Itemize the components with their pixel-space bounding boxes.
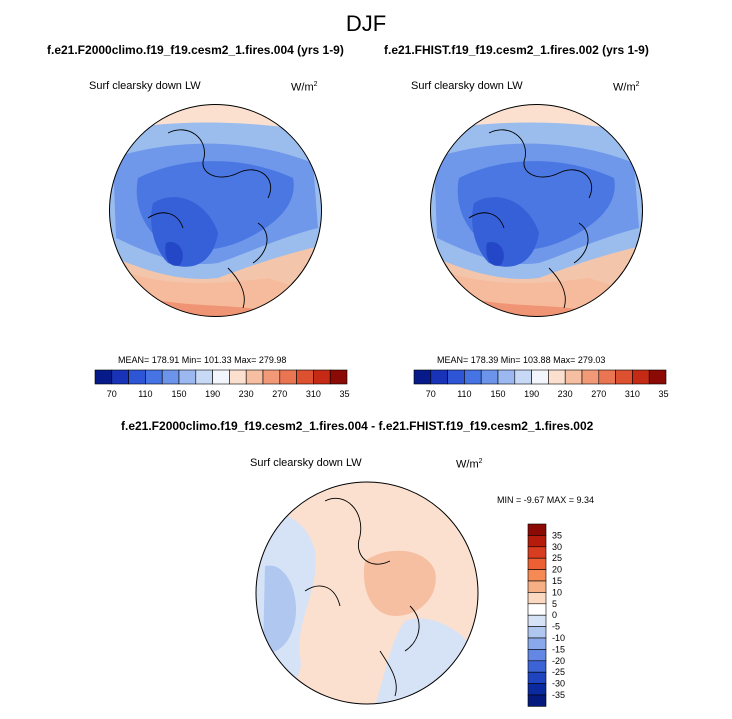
right-colorbar-swatch — [430, 369, 448, 385]
left-colorbar-swatch — [262, 369, 281, 385]
right-colorbar-swatch — [480, 369, 499, 385]
right-colorbar-swatch — [497, 369, 516, 385]
diff-colorbar-tick-label: 20 — [552, 565, 562, 575]
right-colorbar-tick-label: 350 — [658, 389, 669, 399]
left-colorbar-tick-label: 70 — [107, 389, 117, 399]
left-colorbar-swatch — [94, 369, 113, 385]
diff-colorbar-tick-label: 25 — [552, 553, 562, 563]
diff-colorbar-tick-label: 15 — [552, 576, 562, 586]
right-stats: MEAN= 178.39 Min= 103.88 Max= 279.03 — [437, 355, 606, 365]
diff-colorbar-swatch — [527, 569, 547, 582]
left-colorbar: 70 110 150 190 230 270 310 350 — [94, 369, 350, 399]
right-colorbar-tick-label: 190 — [524, 389, 539, 399]
left-units-label: W/m2 — [291, 81, 318, 94]
diff-colorbar-tick-label: -20 — [552, 656, 565, 666]
diff-colorbar-swatch — [527, 626, 547, 639]
right-map-field — [430, 104, 643, 317]
left-polar-map — [109, 104, 322, 317]
diff-polar-map — [255, 481, 479, 705]
right-colorbar-tick-label: 150 — [490, 389, 505, 399]
right-colorbar-swatch — [447, 369, 465, 385]
left-colorbar-swatch — [279, 369, 297, 385]
diff-colorbar-tick-label: -15 — [552, 644, 565, 654]
left-colorbar-swatch — [212, 369, 230, 385]
left-colorbar-swatch — [178, 369, 197, 385]
left-colorbar-tick-label: 270 — [272, 389, 287, 399]
diff-colorbar-tick-label: -35 — [552, 690, 565, 700]
right-units-label: W/m2 — [613, 81, 640, 94]
diff-map-field — [256, 482, 478, 704]
right-colorbar-tick-label: 70 — [426, 389, 436, 399]
left-stats: MEAN= 178.91 Min= 101.33 Max= 279.98 — [118, 355, 287, 365]
right-colorbar: 70 110 150 190 230 270 310 350 — [413, 369, 669, 399]
diff-colorbar-swatch — [527, 580, 547, 593]
left-colorbar-tick-label: 190 — [205, 389, 220, 399]
diff-colorbar-swatch — [527, 546, 547, 559]
right-variable-label: Surf clearsky down LW — [411, 80, 523, 92]
diff-colorbar-swatch — [527, 557, 547, 570]
diff-colorbar-tick-label: 0 — [552, 610, 557, 620]
right-colorbar-tick-label: 310 — [625, 389, 640, 399]
right-colorbar-swatch — [615, 369, 633, 385]
right-colorbar-tick-label: 230 — [558, 389, 573, 399]
left-colorbar-tick-label: 230 — [239, 389, 254, 399]
diff-colorbar-tick-label: 35 — [552, 530, 562, 540]
left-case-title: f.e21.F2000climo.f19_f19.cesm2_1.fires.0… — [47, 43, 344, 57]
diff-colorbar-swatch — [527, 592, 547, 605]
diff-colorbar-swatch — [527, 683, 547, 696]
diff-colorbar-swatch — [527, 671, 547, 684]
diff-variable-label: Surf clearsky down LW — [250, 457, 362, 469]
right-colorbar-tick-label: 110 — [457, 389, 471, 399]
diff-colorbar-tick-label: -10 — [552, 633, 565, 643]
right-colorbar-swatch — [598, 369, 616, 385]
left-colorbar-swatch — [229, 369, 247, 385]
right-colorbar-tick-label: 270 — [591, 389, 606, 399]
diff-colorbar-swatch — [527, 649, 547, 662]
right-colorbar-swatch — [464, 369, 482, 385]
diff-colorbar-swatch — [527, 523, 547, 536]
right-colorbar-swatch — [564, 369, 583, 385]
diff-colorbar-swatch — [527, 614, 547, 627]
left-colorbar-swatch — [329, 369, 348, 385]
right-colorbar-swatch — [548, 369, 566, 385]
right-case-title: f.e21.FHIST.f19_f19.cesm2_1.fires.002 (y… — [384, 43, 649, 57]
diff-colorbar-swatch — [527, 603, 547, 616]
right-colorbar-swatch — [413, 369, 432, 385]
left-colorbar-swatch — [313, 369, 331, 385]
left-colorbar-tick-label: 350 — [339, 389, 350, 399]
figure-title: DJF — [345, 11, 387, 36]
left-colorbar-tick-label: 150 — [171, 389, 186, 399]
diff-title: f.e21.F2000climo.f19_f19.cesm2_1.fires.0… — [121, 419, 594, 433]
left-variable-label: Surf clearsky down LW — [89, 80, 201, 92]
diff-colorbar-tick-label: 5 — [552, 599, 557, 609]
diff-colorbar-swatch — [527, 660, 547, 673]
diff-stats: MIN = -9.67 MAX = 9.34 — [497, 495, 595, 505]
diff-colorbar-swatch — [527, 535, 547, 548]
left-colorbar-swatch — [161, 369, 180, 385]
right-colorbar-swatch — [531, 369, 549, 385]
diff-colorbar-tick-label: -25 — [552, 667, 565, 677]
right-colorbar-swatch — [632, 369, 650, 385]
left-colorbar-swatch — [296, 369, 314, 385]
diff-colorbar-tick-label: -5 — [552, 622, 560, 632]
diff-colorbar-swatch — [527, 637, 547, 650]
right-colorbar-swatch — [514, 369, 532, 385]
diff-units-label: W/m2 — [456, 458, 483, 471]
left-colorbar-swatch — [245, 369, 264, 385]
left-colorbar-swatch — [195, 369, 213, 385]
left-colorbar-tick-label: 110 — [138, 389, 152, 399]
left-colorbar-swatch — [111, 369, 129, 385]
right-polar-map — [430, 104, 643, 317]
diff-colorbar-tick-label: -30 — [552, 679, 565, 689]
diff-colorbar-tick-label: 10 — [552, 587, 562, 597]
left-colorbar-swatch — [128, 369, 146, 385]
right-colorbar-swatch — [581, 369, 600, 385]
diff-colorbar-swatch — [527, 694, 547, 707]
left-colorbar-tick-label: 310 — [306, 389, 321, 399]
diff-colorbar-tick-label: 30 — [552, 542, 562, 552]
right-colorbar-swatch — [648, 369, 667, 385]
left-colorbar-swatch — [145, 369, 163, 385]
